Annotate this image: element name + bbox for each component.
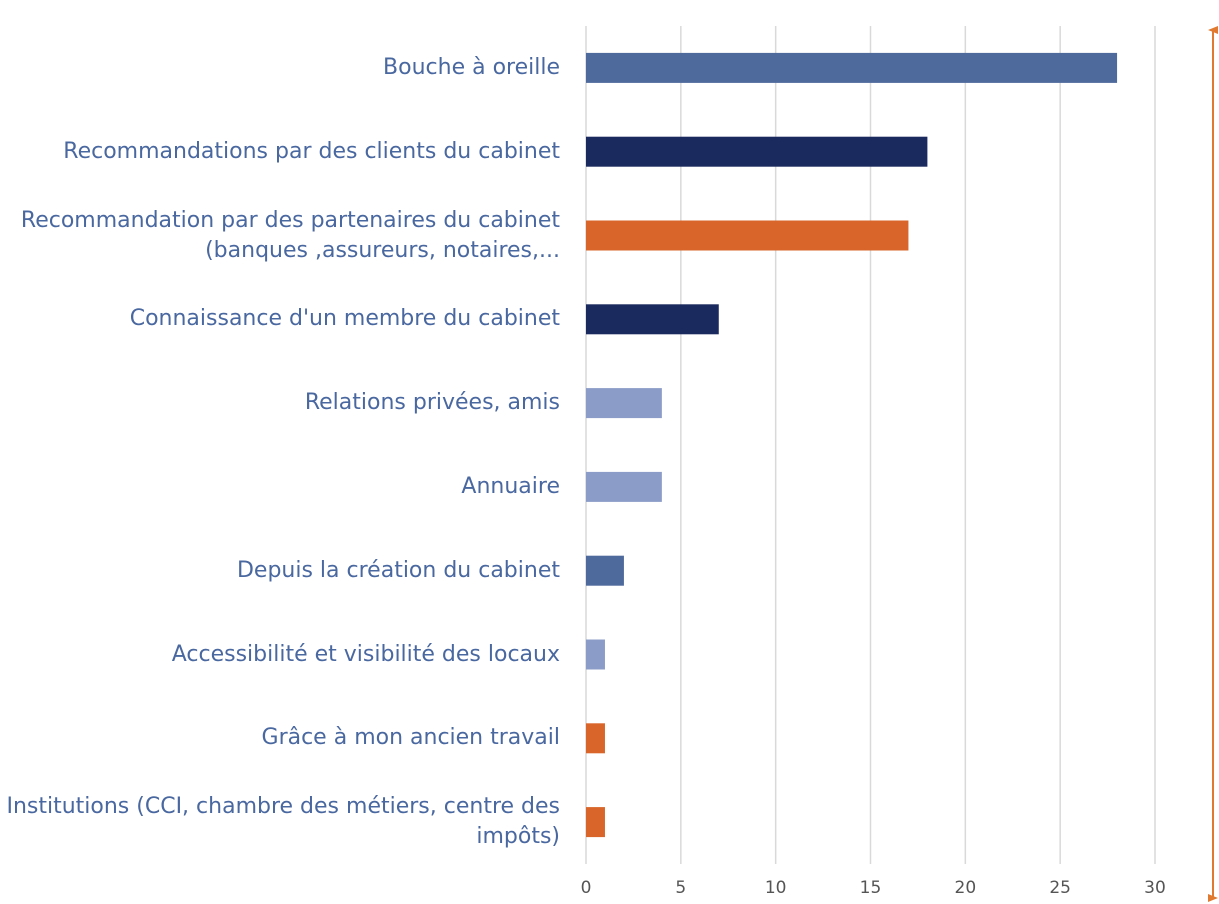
category-label: Recommandations par des clients du cabin…	[63, 138, 560, 164]
bar	[586, 471, 662, 502]
x-tick-label: 20	[954, 878, 977, 898]
category-label: Depuis la création du cabinet	[236, 557, 560, 583]
bar	[586, 639, 605, 670]
category-label: Bouche à oreille	[383, 54, 560, 80]
x-tick-label: 10	[764, 878, 787, 898]
bar	[586, 388, 662, 419]
category-label: Connaissance d'un membre du cabinet	[129, 306, 560, 332]
bar	[586, 723, 605, 754]
bar	[586, 52, 1118, 83]
category-label: Accessibilité et visibilité des locaux	[171, 641, 560, 667]
x-tick-label: 30	[1144, 878, 1166, 898]
x-tick-label: 15	[859, 878, 882, 898]
category-label: Relations privées, amis	[304, 390, 560, 416]
category-label: Recommandation par des partenaires du ca…	[20, 207, 560, 263]
bar	[586, 555, 624, 586]
category-label: Institutions (CCI, chambre des métiers, …	[6, 794, 560, 850]
x-tick-label: 25	[1049, 878, 1071, 898]
bar	[586, 136, 928, 167]
category-label: Grâce à mon ancien travail	[261, 725, 560, 751]
x-tick-label: 5	[675, 878, 687, 898]
bar	[586, 807, 605, 838]
x-tick-label: 0	[580, 878, 592, 898]
category-label: Annuaire	[461, 473, 560, 499]
bar	[586, 304, 719, 335]
bar	[586, 220, 909, 251]
